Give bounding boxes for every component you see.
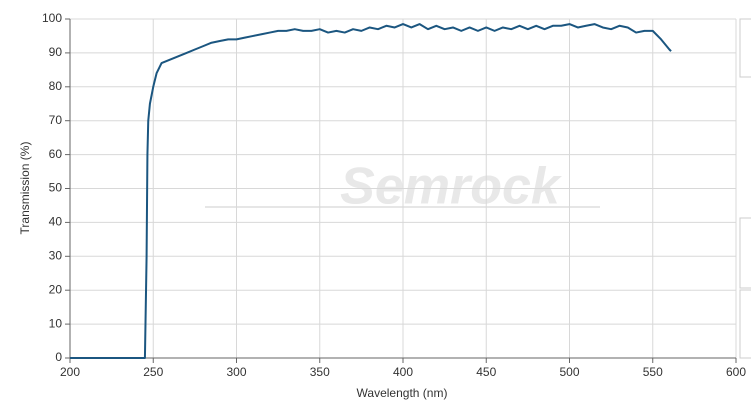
x-tick-label: 300 xyxy=(226,365,246,379)
line-series xyxy=(70,23,672,359)
y-tick-label: 90 xyxy=(49,45,63,59)
y-tick-label: 20 xyxy=(49,282,63,296)
x-tick-label: 200 xyxy=(60,365,80,379)
y-axis-label: Transmission (%) xyxy=(18,142,32,235)
y-tick-label: 30 xyxy=(49,248,63,262)
x-tick-label: 450 xyxy=(476,365,496,379)
x-tick-label: 400 xyxy=(393,365,413,379)
side-panel xyxy=(739,217,751,289)
y-tick-label: 0 xyxy=(55,350,62,364)
y-tick-label: 10 xyxy=(49,316,63,330)
y-tick-label: 60 xyxy=(49,147,63,161)
y-tick-label: 40 xyxy=(49,215,63,229)
watermark: Semrock xyxy=(340,158,563,216)
side-panel xyxy=(739,18,751,78)
y-tick-label: 100 xyxy=(42,11,62,25)
y-tick-label: 70 xyxy=(49,113,63,127)
x-tick-label: 600 xyxy=(726,365,746,379)
x-tick-label: 500 xyxy=(559,365,579,379)
x-tick-label: 550 xyxy=(643,365,663,379)
y-tick-label: 50 xyxy=(49,181,63,195)
y-tick-label: 80 xyxy=(49,79,63,93)
x-tick-label: 250 xyxy=(143,365,163,379)
side-panel xyxy=(739,289,751,359)
x-tick-label: 350 xyxy=(310,365,330,379)
x-axis-label: Wavelength (nm) xyxy=(357,386,448,400)
